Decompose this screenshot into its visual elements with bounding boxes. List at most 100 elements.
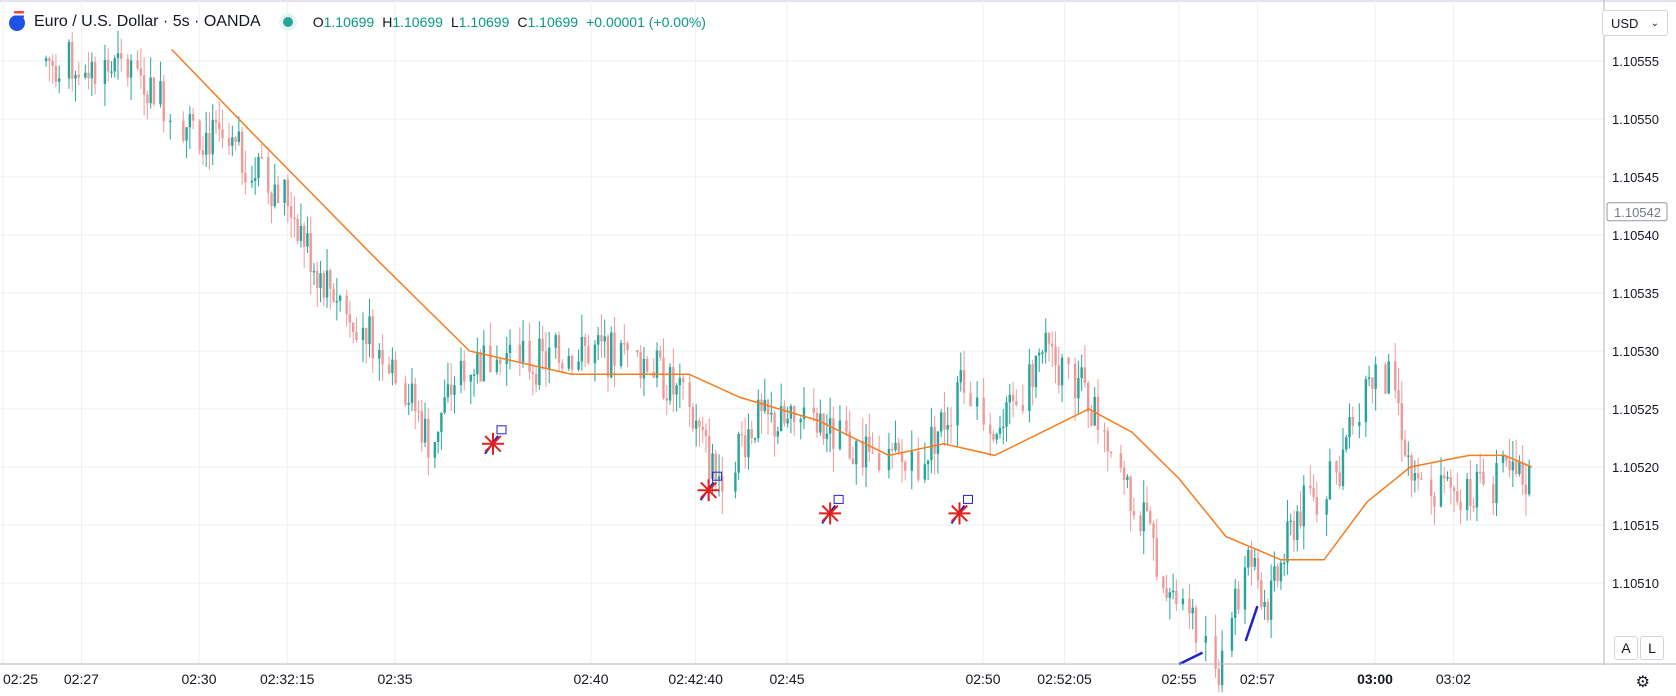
candle-body xyxy=(142,75,146,95)
candle-body xyxy=(655,350,659,378)
candle-body xyxy=(1008,394,1011,403)
candle-body xyxy=(1155,538,1158,577)
annotations xyxy=(482,425,1259,666)
candle-body xyxy=(110,71,113,73)
candle-body xyxy=(234,137,237,142)
candle-body xyxy=(1416,473,1420,479)
candle-body xyxy=(521,340,525,363)
candle-body xyxy=(449,384,453,395)
candle-body xyxy=(662,357,665,399)
candle-body xyxy=(253,178,257,181)
candle-body xyxy=(815,412,819,433)
candle-body xyxy=(1129,476,1132,512)
candle-body xyxy=(1482,471,1485,485)
moving-average-line xyxy=(171,48,1533,561)
candle-body xyxy=(1152,523,1155,539)
candle-body xyxy=(270,192,273,207)
candle-body xyxy=(998,427,1002,434)
candle-body xyxy=(1031,364,1034,388)
candle-body xyxy=(740,433,744,436)
candle-body xyxy=(1051,343,1054,347)
candle-body xyxy=(1279,562,1283,582)
candle-body xyxy=(855,440,858,465)
candle-body xyxy=(1292,520,1296,541)
currency-selector[interactable]: USD ⌄ xyxy=(1602,10,1668,36)
candle-body xyxy=(737,433,740,473)
candle-body xyxy=(1443,475,1446,479)
candle-body xyxy=(1230,618,1234,651)
high-value: 1.10699 xyxy=(392,14,443,30)
candle-body xyxy=(639,352,642,379)
market-status-icon[interactable] xyxy=(282,17,293,27)
candle-body xyxy=(577,361,580,370)
candle-body xyxy=(74,74,77,79)
candle-body xyxy=(1469,479,1472,507)
candle-body xyxy=(900,451,904,463)
x-tick-label: 03:00 xyxy=(1357,671,1393,687)
low-label: L xyxy=(450,14,459,30)
auto-scale-button[interactable]: A xyxy=(1614,636,1638,660)
candle-body xyxy=(1194,607,1198,643)
x-tick-label: 02:55 xyxy=(1161,671,1196,687)
candle-body xyxy=(394,359,397,384)
candle-body xyxy=(1054,346,1057,366)
candle-body xyxy=(427,418,430,458)
currency-value: USD xyxy=(1611,15,1639,31)
candle-body xyxy=(561,362,564,369)
candle-body xyxy=(476,352,479,375)
symbol-title[interactable]: Euro / U.S. Dollar · 5s · OANDA xyxy=(34,13,261,30)
candle-body xyxy=(890,448,894,451)
signal-marker xyxy=(819,494,844,525)
candle-body xyxy=(1505,455,1508,461)
candle-body xyxy=(1508,460,1511,471)
candle-body xyxy=(949,425,953,427)
candle-body xyxy=(776,431,780,437)
candle-body xyxy=(851,458,855,465)
x-tick-label: 03:02 xyxy=(1436,671,1471,687)
candle-body xyxy=(182,120,185,141)
candle-body xyxy=(332,288,335,302)
candle-body xyxy=(436,431,440,442)
y-tick-label: 1.10535 xyxy=(1612,286,1659,301)
candle-body xyxy=(1247,549,1250,568)
low-value: 1.10699 xyxy=(458,14,510,30)
marker-ray xyxy=(484,435,502,453)
candle-body xyxy=(387,364,391,374)
close-value: 1.10699 xyxy=(527,14,579,30)
candle-body xyxy=(1521,462,1524,485)
candle-body xyxy=(1407,455,1410,457)
candle-body xyxy=(770,412,773,415)
candle-body xyxy=(1253,557,1256,567)
candle-body xyxy=(296,218,299,241)
candle-body xyxy=(201,150,205,155)
x-tick-label: 02:30 xyxy=(181,671,216,687)
candle-body xyxy=(1351,417,1354,426)
candle-body xyxy=(1302,485,1305,527)
us-flag-icon xyxy=(14,11,24,18)
x-tick-label: 02:50 xyxy=(965,671,1000,687)
gear-icon[interactable]: ⚙ xyxy=(1635,674,1650,691)
candle-body xyxy=(495,359,499,373)
candle-body xyxy=(982,397,985,425)
candle-body xyxy=(1341,449,1345,487)
candle-body xyxy=(848,431,851,459)
candle-body xyxy=(1325,499,1328,515)
candle-body xyxy=(917,451,920,480)
candle-body xyxy=(1459,501,1462,511)
candle-body xyxy=(1067,357,1070,364)
candle-body xyxy=(1420,478,1423,480)
candle-body xyxy=(681,378,685,383)
candle-body xyxy=(289,206,293,218)
candle-body xyxy=(757,399,760,439)
candle-body xyxy=(1397,390,1400,404)
log-scale-button[interactable]: L xyxy=(1640,636,1664,660)
x-tick-label: 02:42:40 xyxy=(668,671,723,687)
candle-body xyxy=(93,61,97,84)
marker-ray xyxy=(700,481,718,499)
candle-body xyxy=(887,448,891,471)
candle-body xyxy=(799,419,802,423)
candle-body xyxy=(498,359,502,364)
candle-body xyxy=(286,179,290,207)
candle-body xyxy=(1374,364,1377,389)
